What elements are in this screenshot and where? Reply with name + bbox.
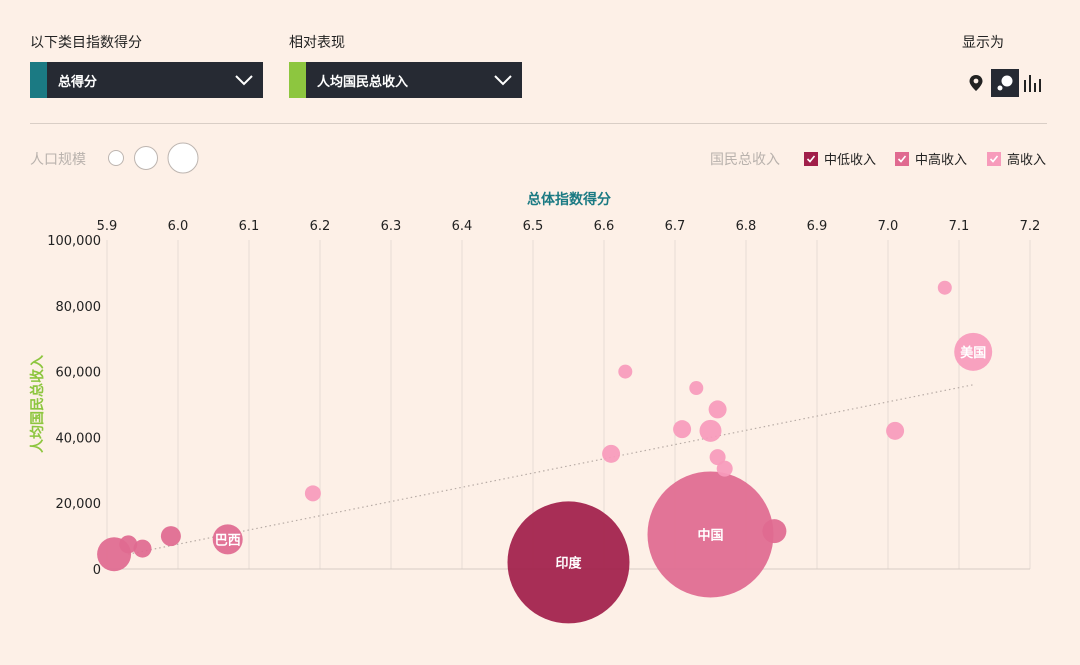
x-tick-label: 6.5 xyxy=(523,219,544,234)
data-bubble xyxy=(709,449,726,466)
x-axis-title: 总体指数得分 xyxy=(527,191,611,208)
category-label: 以下类目指数得分 xyxy=(30,35,142,51)
x-tick-label: 7.2 xyxy=(1020,219,1041,234)
size-small-circle xyxy=(108,150,124,166)
checkbox-checked-icon xyxy=(804,151,818,166)
view-bar-button[interactable] xyxy=(1020,69,1048,97)
population-size-legend xyxy=(108,142,199,174)
view-map-button[interactable] xyxy=(962,69,990,97)
x-tick-label: 6.1 xyxy=(239,219,260,234)
map-pin-icon xyxy=(969,75,983,91)
size-large-circle xyxy=(167,142,199,174)
view-bubble-button[interactable] xyxy=(991,69,1019,97)
legend-item-label: 高收入 xyxy=(1007,153,1047,168)
y-tick-label: 80,000 xyxy=(56,300,102,315)
category-dropdown[interactable]: 总得分 xyxy=(30,62,263,98)
data-bubble xyxy=(133,539,152,558)
data-bubble xyxy=(708,400,727,419)
checkbox-checked-icon xyxy=(895,151,909,166)
category-dropdown-value: 总得分 xyxy=(58,74,98,90)
display-label: 显示为 xyxy=(962,35,1004,51)
bubble-label: 印度 xyxy=(555,555,582,571)
relative-dropdown[interactable]: 人均国民总收入 xyxy=(289,62,522,98)
data-bubble xyxy=(160,526,181,547)
y-axis-title: 人均国民总收入 xyxy=(29,355,46,453)
size-medium-circle xyxy=(134,146,158,170)
x-tick-label: 6.4 xyxy=(452,219,473,234)
chevron-down-icon xyxy=(484,62,522,98)
x-tick-label: 6.6 xyxy=(594,219,615,234)
bar-chart-icon xyxy=(1024,75,1041,92)
category-color-swatch xyxy=(30,62,47,98)
x-tick-label: 5.9 xyxy=(97,219,118,234)
divider xyxy=(30,123,1047,124)
data-bubble xyxy=(507,501,630,624)
x-tick-label: 6.2 xyxy=(310,219,331,234)
legend-item-high[interactable]: 高收入 xyxy=(987,149,1046,168)
legend-item-lower-middle[interactable]: 中低收入 xyxy=(804,149,876,168)
x-tick-label: 6.0 xyxy=(168,219,189,234)
relative-label: 相对表现 xyxy=(289,35,345,51)
bubble-label: 巴西 xyxy=(215,533,241,548)
legend-item-label: 中低收入 xyxy=(824,153,877,168)
y-tick-label: 0 xyxy=(93,563,101,578)
relative-dropdown-value: 人均国民总收入 xyxy=(317,74,409,90)
data-bubble xyxy=(673,420,692,439)
bubble-label: 中国 xyxy=(697,527,723,543)
x-tick-label: 6.8 xyxy=(736,219,757,234)
data-bubble xyxy=(647,471,774,598)
bubble-chart-icon xyxy=(997,75,1013,91)
data-bubble xyxy=(762,519,787,544)
y-tick-label: 100,000 xyxy=(47,234,101,249)
y-tick-label: 40,000 xyxy=(56,431,102,446)
data-bubble xyxy=(716,460,733,477)
y-tick-label: 20,000 xyxy=(56,497,102,512)
data-bubble xyxy=(954,332,993,371)
data-bubble xyxy=(689,381,704,396)
population-size-label: 人口规模 xyxy=(30,152,86,168)
data-bubble xyxy=(212,524,243,555)
data-bubble xyxy=(886,421,905,440)
x-tick-label: 7.0 xyxy=(878,219,899,234)
chevron-down-icon xyxy=(225,62,263,98)
data-bubble xyxy=(618,364,633,379)
checkbox-checked-icon xyxy=(987,151,1001,166)
income-legend-title: 国民总收入 xyxy=(710,152,780,168)
data-bubble xyxy=(937,280,952,295)
legend-item-label: 中高收入 xyxy=(915,153,968,168)
relative-color-swatch xyxy=(289,62,306,98)
x-tick-label: 6.7 xyxy=(665,219,686,234)
y-tick-label: 60,000 xyxy=(56,366,102,381)
x-tick-label: 6.9 xyxy=(807,219,828,234)
data-bubble xyxy=(602,444,621,463)
data-bubble xyxy=(119,535,138,554)
x-tick-label: 7.1 xyxy=(949,219,970,234)
x-tick-label: 6.3 xyxy=(381,219,402,234)
data-bubble xyxy=(304,485,321,502)
legend-item-upper-middle[interactable]: 中高收入 xyxy=(895,149,967,168)
bubble-label: 美国 xyxy=(960,345,986,361)
data-bubble xyxy=(699,419,722,442)
